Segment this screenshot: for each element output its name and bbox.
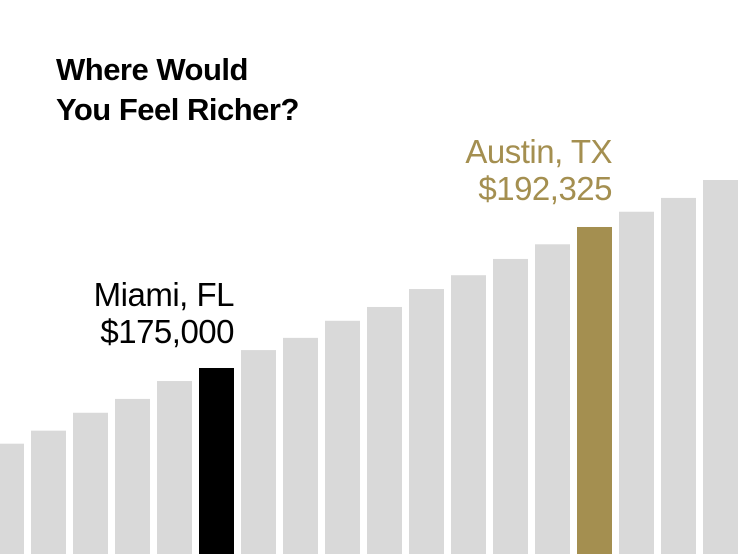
bar-9 [367, 306, 402, 554]
bar-4 [157, 381, 192, 554]
bar-14 [577, 226, 612, 554]
bar-11 [451, 275, 486, 554]
bar-15 [619, 211, 654, 554]
bar-5 [199, 367, 234, 554]
bar-16 [661, 197, 696, 554]
bar-13 [535, 244, 570, 554]
austin-city-label: Austin, TX [465, 133, 612, 170]
chart-title-line-1: Where Would [56, 52, 248, 87]
miami-city-label: Miami, FL [93, 276, 235, 313]
miami-value-label: $175,000 [100, 313, 234, 350]
bar-10 [409, 289, 444, 554]
miami-annotation: Miami, FL $175,000 [93, 276, 235, 350]
bar-0 [0, 443, 24, 554]
bar-6 [241, 350, 276, 554]
bar-7 [283, 337, 318, 554]
bar-3 [115, 398, 150, 554]
bar-12 [493, 258, 528, 554]
bar-17 [703, 179, 738, 554]
bar-2 [73, 412, 108, 554]
chart-title-line-2: You Feel Richer? [56, 92, 299, 127]
bar-1 [31, 430, 66, 554]
chart-title: Where Would You Feel Richer? [56, 50, 299, 130]
austin-annotation: Austin, TX $192,325 [465, 133, 612, 207]
austin-value-label: $192,325 [478, 170, 612, 207]
bar-8 [325, 320, 360, 554]
